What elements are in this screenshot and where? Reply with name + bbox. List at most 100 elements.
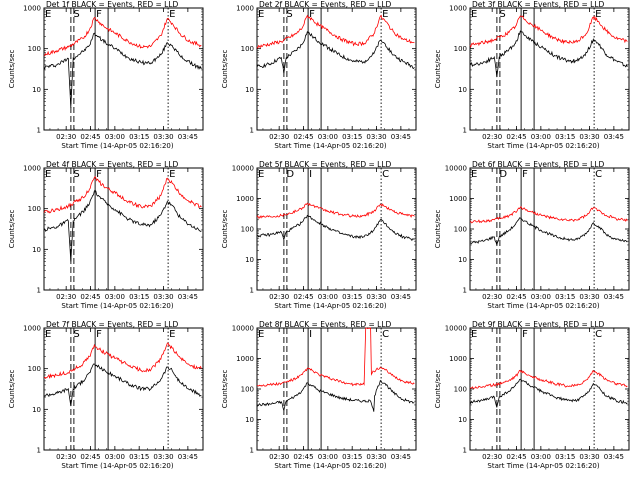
marker-label: C xyxy=(382,329,389,340)
marker-label: E xyxy=(169,169,175,180)
x-tick-label: 02:30 xyxy=(56,293,76,301)
chart-title: Det 1f BLACK = Events, RED = LLD xyxy=(46,0,179,9)
y-tick-label: 1 xyxy=(463,287,467,295)
y-tick-label: 100 xyxy=(28,365,41,373)
y-axis-label: Counts/sec xyxy=(434,50,442,89)
chart-panel-3: Det 3f BLACK = Events, RED = LLD 1 10 100 10… xyxy=(434,0,630,150)
y-tick-label: 1000 xyxy=(449,5,467,13)
x-tick-label: 03:00 xyxy=(318,293,338,301)
y-tick-label: 100 xyxy=(454,45,467,53)
x-tick-label: 03:45 xyxy=(178,293,198,301)
y-axis-label: Counts/sec xyxy=(221,50,229,89)
x-tick-label: 03:30 xyxy=(366,453,386,461)
marker-label: S xyxy=(73,9,79,20)
chart-title: Det 3f BLACK = Events, RED = LLD xyxy=(472,0,605,9)
chart-panel-1: Det 1f BLACK = Events, RED = LLD 1 10 100 10… xyxy=(8,0,204,150)
y-tick-label: 1 xyxy=(250,287,254,295)
series-events-line xyxy=(256,379,415,412)
y-axis-label: Counts/sec xyxy=(8,370,16,409)
marker-label: F xyxy=(522,329,528,340)
plot-frame xyxy=(469,7,630,131)
x-tick-label: 03:45 xyxy=(391,133,411,141)
series-events-line xyxy=(256,214,415,242)
marker-label: E xyxy=(258,169,264,180)
x-axis-label: Start Time (14-Apr-05 02:16:20) xyxy=(487,462,599,470)
x-axis-label: Start Time (14-Apr-05 02:16:20) xyxy=(61,462,173,470)
y-axis-label: Counts/sec xyxy=(434,370,442,409)
y-tick-label: 1000 xyxy=(23,5,41,13)
x-tick-label: 03:15 xyxy=(129,133,149,141)
series-lld-line xyxy=(43,342,202,379)
y-tick-label: 1000 xyxy=(236,5,254,13)
y-tick-label: 1000 xyxy=(449,355,467,363)
marker-label: E xyxy=(382,9,388,20)
chart-panel-2: Det 2f BLACK = Events, RED = LLD 1 10 100 10… xyxy=(221,0,417,150)
x-axis-label: Start Time (14-Apr-05 02:16:20) xyxy=(274,302,386,310)
y-tick-label: 10000 xyxy=(232,165,254,173)
x-tick-label: 03:30 xyxy=(366,293,386,301)
x-tick-label: 03:45 xyxy=(391,453,411,461)
y-tick-label: 1000 xyxy=(23,325,41,333)
x-tick-label: 03:30 xyxy=(579,453,599,461)
y-tick-label: 1 xyxy=(37,287,41,295)
y-axis-label: Counts/sec xyxy=(8,210,16,249)
marker-label: S xyxy=(499,9,505,20)
plot-frame xyxy=(43,167,204,291)
x-tick-label: 03:30 xyxy=(153,133,173,141)
x-axis-label: Start Time (14-Apr-05 02:16:20) xyxy=(487,142,599,150)
plot-frame xyxy=(469,327,630,451)
y-tick-label: 1 xyxy=(37,127,41,135)
x-tick-label: 03:15 xyxy=(555,293,575,301)
x-tick-label: 02:30 xyxy=(482,293,502,301)
x-tick-label: 02:30 xyxy=(269,133,289,141)
chart-title: Det 7f BLACK = Events, RED = LLD xyxy=(46,320,179,329)
series-lld-line xyxy=(256,202,415,219)
marker-label: E xyxy=(169,329,175,340)
series-events-line xyxy=(43,189,202,262)
x-tick-label: 02:45 xyxy=(506,453,526,461)
plot-frame xyxy=(256,327,417,451)
x-tick-label: 02:45 xyxy=(293,453,313,461)
x-tick-label: 03:15 xyxy=(342,293,362,301)
series-lld-line xyxy=(43,17,202,56)
y-tick-label: 10000 xyxy=(445,165,467,173)
marker-label: F xyxy=(522,169,528,180)
series-lld-line xyxy=(256,327,415,387)
chart-panel-7: Det 7f BLACK = Events, RED = LLD 1 10 100 10… xyxy=(8,320,204,470)
x-tick-label: 03:00 xyxy=(531,453,551,461)
series-lld-line xyxy=(469,206,628,224)
x-tick-label: 02:45 xyxy=(80,293,100,301)
y-axis-label: Counts/sec xyxy=(221,370,229,409)
marker-label: S xyxy=(73,329,79,340)
marker-label: E xyxy=(471,9,477,20)
chart-title: Det 8f BLACK = Events, RED = LLD xyxy=(259,320,392,329)
x-tick-label: 03:45 xyxy=(391,293,411,301)
x-tick-label: 03:15 xyxy=(342,133,362,141)
y-tick-label: 10 xyxy=(458,256,467,264)
chart-panel-8: Det 8f BLACK = Events, RED = LLD 1 10 100 10… xyxy=(221,320,417,470)
x-tick-label: 02:30 xyxy=(56,453,76,461)
x-tick-label: 03:00 xyxy=(105,133,125,141)
marker-label: F xyxy=(96,329,102,340)
y-tick-label: 100 xyxy=(454,386,467,394)
marker-label: F xyxy=(522,9,528,20)
x-tick-label: 02:45 xyxy=(506,133,526,141)
x-tick-label: 03:45 xyxy=(604,453,624,461)
marker-label: F xyxy=(309,9,315,20)
x-tick-label: 02:45 xyxy=(293,133,313,141)
y-axis-label: Counts/sec xyxy=(434,210,442,249)
y-tick-label: 1 xyxy=(250,127,254,135)
y-tick-label: 10 xyxy=(32,86,41,94)
chart-title: Det 5f BLACK = Events, RED = LLD xyxy=(259,160,392,169)
y-tick-label: 10000 xyxy=(445,325,467,333)
marker-label: C xyxy=(595,329,602,340)
chart-title: Det 2f BLACK = Events, RED = LLD xyxy=(259,0,392,9)
plot-frame xyxy=(43,327,204,451)
y-tick-label: 100 xyxy=(454,226,467,234)
x-tick-label: 02:30 xyxy=(482,133,502,141)
x-tick-label: 03:00 xyxy=(105,293,125,301)
chart-panel-9: Det 9f BLACK = Events, RED = LLD 1 10 100 10… xyxy=(434,320,630,470)
x-tick-label: 03:30 xyxy=(579,293,599,301)
y-tick-label: 10 xyxy=(458,86,467,94)
